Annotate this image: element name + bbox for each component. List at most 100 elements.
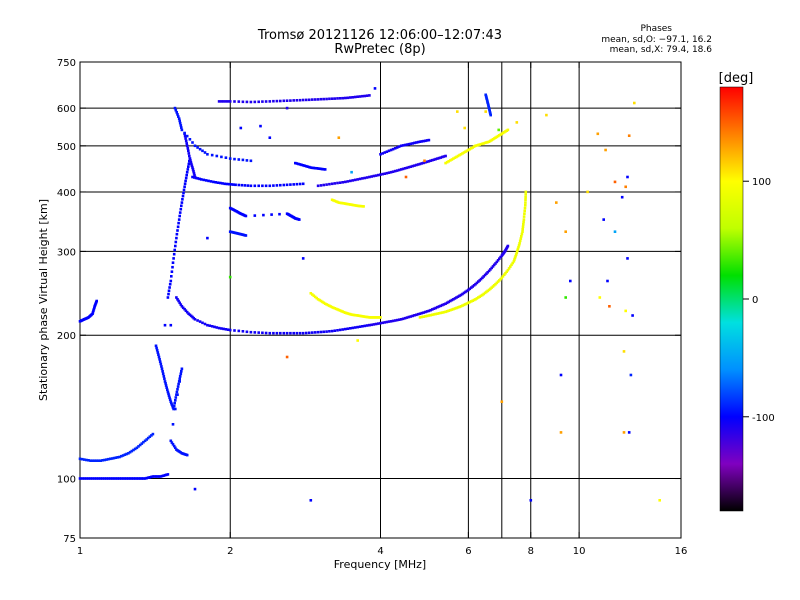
data-point: [193, 487, 197, 491]
data-point: [148, 476, 152, 479]
data-point: [179, 124, 183, 127]
data-point: [177, 382, 180, 386]
data-point: [413, 164, 416, 167]
data-point: [475, 281, 479, 285]
data-point: [622, 431, 626, 434]
data-point: [407, 315, 411, 319]
data-point: [447, 309, 450, 312]
data-point: [176, 393, 179, 396]
data-point: [431, 308, 434, 311]
data-point: [107, 457, 110, 461]
data-point: [365, 176, 369, 179]
data-point: [420, 162, 424, 165]
data-point: [471, 299, 474, 302]
data-point: [418, 162, 422, 166]
data-point: [495, 260, 499, 264]
data-point: [89, 477, 92, 480]
data-point: [294, 161, 297, 165]
data-point: [374, 322, 378, 326]
data-point: [183, 185, 186, 189]
data-point: [485, 272, 488, 275]
data-point: [168, 396, 171, 400]
data-point: [301, 331, 305, 335]
data-point: [393, 147, 397, 150]
data-point: [407, 142, 411, 146]
data-point: [219, 181, 222, 185]
data-point: [285, 331, 289, 335]
data-point: [175, 111, 178, 114]
data-point: [83, 477, 86, 480]
data-point: [116, 477, 119, 480]
data-point: [234, 183, 237, 187]
data-point: [128, 450, 132, 454]
data-point: [157, 475, 161, 478]
data-point: [184, 309, 188, 312]
data-point: [259, 124, 262, 128]
data-point: [233, 329, 236, 332]
data-point: [401, 167, 405, 171]
data-point: [188, 157, 192, 160]
data-point: [246, 184, 250, 187]
data-point: [631, 314, 634, 317]
data-point: [445, 310, 449, 313]
data-point: [513, 256, 517, 260]
colorbar-gradient: [719, 86, 744, 512]
data-point: [313, 98, 317, 101]
data-point: [627, 431, 631, 434]
grid-lines: [80, 62, 681, 538]
data-point: [479, 277, 483, 281]
data-point: [330, 329, 334, 333]
data-point: [165, 386, 168, 389]
data-point: [137, 477, 140, 480]
data-point: [213, 325, 216, 329]
data-point: [434, 312, 437, 316]
data-point: [374, 174, 378, 177]
data-point: [225, 182, 229, 186]
data-point: [193, 318, 197, 321]
data-point: [399, 168, 403, 171]
data-point: [312, 166, 316, 170]
data-point: [411, 314, 414, 318]
data-point: [346, 180, 350, 183]
data-point: [424, 315, 427, 318]
data-point: [207, 179, 210, 183]
data-point: [455, 296, 458, 299]
data-point: [316, 330, 320, 334]
data-point: [472, 284, 476, 287]
data-point: [279, 183, 282, 187]
data-point: [629, 373, 633, 377]
data-point: [399, 144, 403, 148]
data-point: [179, 303, 183, 306]
data-point: [228, 275, 232, 279]
data-point: [295, 162, 299, 165]
data-point: [336, 181, 339, 185]
data-point: [169, 323, 173, 327]
x-tick-label: 4: [377, 546, 383, 557]
data-point: [289, 331, 292, 335]
data-point: [201, 149, 204, 153]
data-point: [336, 97, 339, 100]
data-point: [450, 158, 454, 161]
data-point: [114, 456, 118, 459]
data-point: [305, 98, 308, 102]
data-point: [172, 407, 175, 411]
data-point: [292, 183, 295, 186]
data-point: [381, 172, 384, 176]
data-point: [188, 154, 191, 158]
data-point: [187, 152, 191, 155]
chart-subtitle: RwPretec (8p): [334, 42, 426, 57]
data-point: [245, 159, 249, 162]
data-point: [432, 158, 436, 161]
data-point: [387, 320, 391, 323]
data-point: [498, 257, 501, 260]
data-point: [114, 477, 118, 480]
data-point: [121, 454, 125, 457]
data-point: [261, 331, 264, 335]
data-point: [487, 106, 491, 110]
data-point: [167, 289, 171, 293]
data-point: [181, 194, 185, 198]
data-point: [441, 303, 444, 307]
data-point: [491, 265, 495, 268]
data-point: [180, 201, 184, 204]
